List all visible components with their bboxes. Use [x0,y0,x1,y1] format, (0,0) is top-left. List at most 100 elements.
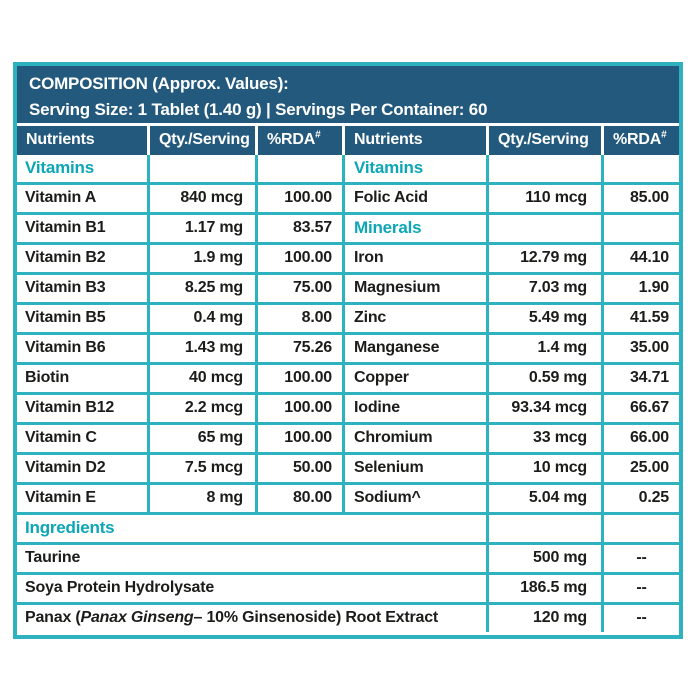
nutrient-rda: 100.00 [258,245,345,272]
table-row: Vitamin E 8 mg 80.00 Sodium^ 5.04 mg 0.2… [17,485,679,515]
nutrient-rda: 25.00 [629,459,669,476]
nutrient-rda: 75.26 [258,335,345,362]
nutrient-qty: 65 mg [150,425,258,452]
nutrient-rda: 8.00 [258,305,345,332]
nutrient-rda: 50.00 [258,455,345,482]
nutrient-rda: 83.57 [258,215,345,242]
ingredient-qty: 186.5 mg [489,575,604,602]
nutrient-qty: 12.79 mg [489,245,604,272]
col-header-qty-right: Qty./Serving [489,126,604,155]
nutrient-name: Iron [345,245,489,272]
nutrient-rda: 34.71 [629,369,669,386]
nutrient-name: Magnesium [345,275,489,302]
nutrient-qty: 1.9 mg [150,245,258,272]
ingredient-qty: 500 mg [489,545,604,572]
nutrient-rda: 100.00 [258,365,345,392]
nutrient-rda: 0.25 [638,489,670,506]
table-row: Vitamin B2 1.9 mg 100.00 Iron 12.79 mg 4… [17,245,679,275]
nutrient-name: Vitamin B2 [17,245,150,272]
table-row: Taurine 500 mg -- [17,545,679,575]
col-header-rda-left: %RDA# [258,126,345,155]
table-header: COMPOSITION (Approx. Values): Serving Si… [17,66,679,155]
ingredient-qty: 120 mg [489,605,604,632]
nutrient-name: Selenium [345,455,489,482]
nutrient-name: Vitamin B5 [17,305,150,332]
nutrient-rda: 44.10 [629,249,669,266]
ingredient-name: Panax (Panax Ginseng– 10% Ginsenoside) R… [17,605,489,632]
column-header-row: Nutrients Qty./Serving %RDA# Nutrients Q… [17,126,679,155]
composition-table: COMPOSITION (Approx. Values): Serving Si… [13,62,683,639]
section-label-vitamins-left: Vitamins [17,155,150,182]
nutrient-name: Iodine [345,395,489,422]
table-row: Vitamin C 65 mg 100.00 Chromium 33 mcg 6… [17,425,679,455]
table-row: Soya Protein Hydrolysate 186.5 mg -- [17,575,679,605]
col-header-nutrients-right: Nutrients [345,126,489,155]
table-row: Vitamin B3 8.25 mg 75.00 Magnesium 7.03 … [17,275,679,305]
ingredient-rda: -- [636,549,647,566]
nutrient-name: Sodium^ [345,485,489,512]
nutrient-rda: 100.00 [258,185,345,212]
title-line2: Serving Size: 1 Tablet (1.40 g) | Servin… [29,100,488,119]
nutrient-rda: 75.00 [258,275,345,302]
nutrient-name: Vitamin D2 [17,455,150,482]
nutrient-rda: 100.00 [258,395,345,422]
nutrient-qty: 5.49 mg [489,305,604,332]
nutrient-rda: 35.00 [629,339,669,356]
nutrient-name: Zinc [345,305,489,332]
nutrient-qty: 840 mcg [150,185,258,212]
table-row: Vitamin A 840 mcg 100.00 Folic Acid 110 … [17,185,679,215]
table-row: Vitamin B6 1.43 mg 75.26 Manganese 1.4 m… [17,335,679,365]
table-row: Vitamins Vitamins [17,155,679,185]
section-label-vitamins-right: Vitamins [345,155,489,182]
nutrient-name: Folic Acid [345,185,489,212]
nutrient-qty: 10 mcg [489,455,604,482]
col-header-qty-left: Qty./Serving [150,126,258,155]
nutrient-rda: 66.00 [629,429,669,446]
ingredient-name: Soya Protein Hydrolysate [17,575,489,602]
nutrient-name: Vitamin C [17,425,150,452]
nutrient-name: Vitamin E [17,485,150,512]
nutrient-qty: 7.5 mcg [150,455,258,482]
nutrient-qty: 0.59 mg [489,365,604,392]
nutrient-rda: 100.00 [258,425,345,452]
nutrient-qty: 33 mcg [489,425,604,452]
nutrient-name: Vitamin B12 [17,395,150,422]
title-line1: COMPOSITION (Approx. Values): [29,74,289,93]
nutrient-name: Copper [345,365,489,392]
ingredient-rda: -- [636,609,647,626]
nutrient-qty: 1.4 mg [489,335,604,362]
nutrient-name: Chromium [345,425,489,452]
nutrient-qty: 1.17 mg [150,215,258,242]
nutrient-rda: 80.00 [258,485,345,512]
nutrient-qty: 2.2 mcg [150,395,258,422]
nutrient-qty: 93.34 mcg [489,395,604,422]
nutrient-name: Manganese [345,335,489,362]
nutrient-rda: 85.00 [629,189,669,206]
table-row: Vitamin B5 0.4 mg 8.00 Zinc 5.49 mg 41.5… [17,305,679,335]
nutrient-rda: 1.90 [638,279,670,296]
nutrient-name: Vitamin A [17,185,150,212]
nutrient-rda: 66.67 [629,399,669,416]
table-title: COMPOSITION (Approx. Values): Serving Si… [17,66,679,126]
col-header-nutrients-left: Nutrients [17,126,150,155]
nutrient-qty: 0.4 mg [150,305,258,332]
nutrient-qty: 5.04 mg [489,485,604,512]
table-row: Ingredients [17,515,679,545]
nutrient-qty: 7.03 mg [489,275,604,302]
nutrient-qty: 1.43 mg [150,335,258,362]
table-row: Vitamin B12 2.2 mcg 100.00 Iodine 93.34 … [17,395,679,425]
ingredient-rda: -- [636,579,647,596]
nutrient-name: Vitamin B3 [17,275,150,302]
nutrient-name: Vitamin B6 [17,335,150,362]
nutrient-qty: 110 mcg [489,185,604,212]
table-row: Vitamin D2 7.5 mcg 50.00 Selenium 10 mcg… [17,455,679,485]
col-header-rda-right: %RDA# [613,129,667,148]
nutrient-rda: 41.59 [629,309,669,326]
section-label-ingredients: Ingredients [17,515,489,542]
nutrient-qty: 40 mcg [150,365,258,392]
table-row: Panax (Panax Ginseng– 10% Ginsenoside) R… [17,605,679,635]
nutrient-name: Vitamin B1 [17,215,150,242]
nutrient-qty: 8 mg [150,485,258,512]
nutrient-name: Biotin [17,365,150,392]
nutrient-qty: 8.25 mg [150,275,258,302]
